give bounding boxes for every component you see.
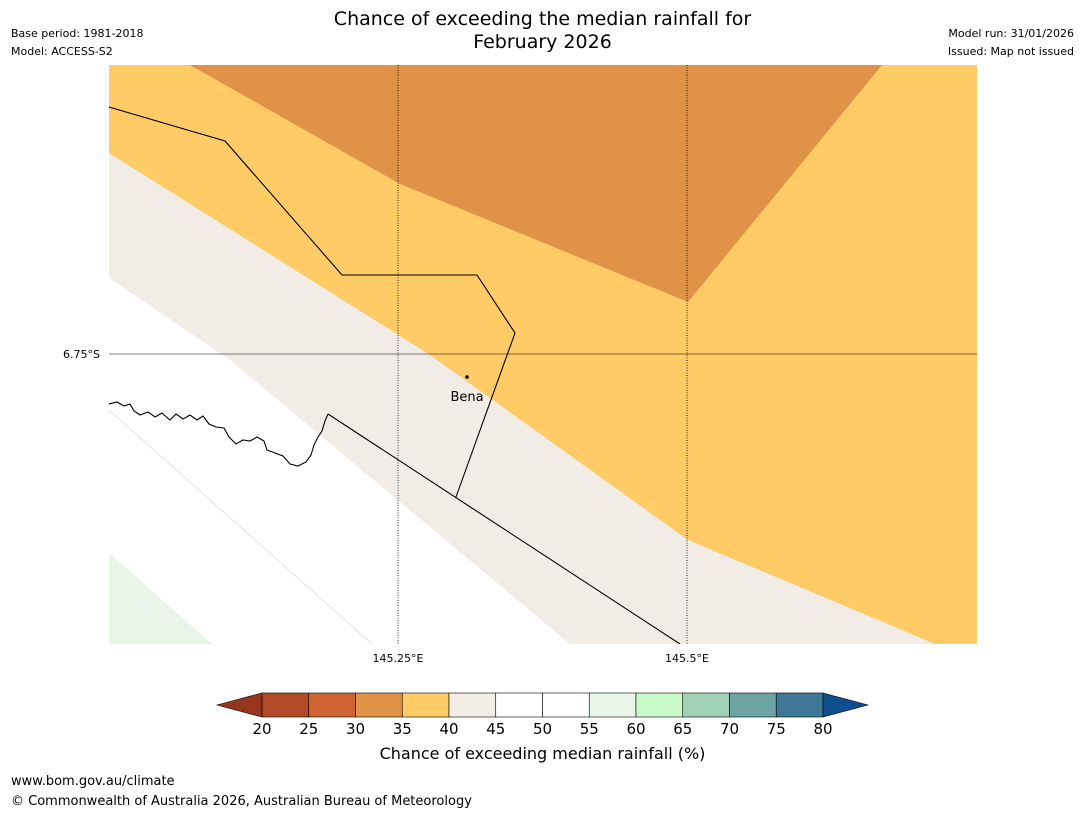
colorbar-label: Chance of exceeding median rainfall (%)	[379, 744, 706, 763]
colorbar-tick-label: 75	[766, 720, 786, 738]
map-area	[109, 65, 977, 644]
model-run: Model run: 31/01/2026	[948, 27, 1074, 40]
issued-status: Issued: Map not issued	[947, 45, 1074, 58]
province-boundary-south	[327, 413, 681, 644]
colorbar-segment	[401, 692, 450, 718]
base-period: Base period: 1981-2018	[11, 27, 144, 40]
colorbar-under-arrow	[215, 692, 263, 718]
title-line-2: February 2026	[473, 31, 612, 53]
colorbar-tick-label: 45	[486, 720, 506, 738]
colorbar-segment	[588, 692, 637, 718]
colorbar-tick-label: 65	[673, 720, 693, 738]
colorbar-segment	[729, 692, 777, 718]
lat-tick-label: 6.75°S	[63, 348, 100, 361]
colorbar-tick-label: 60	[626, 720, 646, 738]
colorbar-tick-label: 30	[345, 720, 366, 738]
colorbar-tick-label: 40	[439, 720, 459, 738]
colorbar-segment	[448, 692, 497, 718]
colorbar-tick-label: 20	[252, 720, 272, 738]
meta-right: Model run: 31/01/2026 Issued: Map not is…	[948, 25, 1074, 61]
colorbar-tick-label: 50	[532, 720, 553, 738]
colorbar-segment	[635, 692, 684, 718]
province-boundary	[109, 106, 516, 498]
contour-line	[109, 409, 373, 644]
colorbar-segment	[775, 692, 824, 718]
region-30-35	[190, 65, 882, 302]
lon-tick-label-2: 145.5°E	[665, 652, 709, 665]
town-marker	[465, 375, 469, 379]
colorbar-tick-label: 80	[813, 720, 833, 738]
colorbar-tick-label: 35	[392, 720, 412, 738]
footer-url[interactable]: www.bom.gov.au/climate	[11, 774, 175, 789]
colorbar	[215, 692, 870, 718]
colorbar-segment	[308, 692, 356, 718]
colorbar-segment	[261, 692, 310, 718]
colorbar-segment	[355, 692, 403, 718]
map-title: Chance of exceeding the median rainfall …	[0, 8, 1085, 54]
colorbar-segment	[682, 692, 730, 718]
region-55-60	[109, 553, 212, 644]
colorbar-tick-label: 70	[719, 720, 740, 738]
colorbar-over-arrow	[822, 692, 870, 718]
colorbar-segment	[542, 692, 590, 718]
river-line	[109, 401, 329, 467]
model-name: Model: ACCESS-S2	[11, 45, 113, 58]
colorbar-segment	[495, 692, 543, 718]
meta-left: Base period: 1981-2018 Model: ACCESS-S2	[11, 25, 143, 61]
title-line-1: Chance of exceeding the median rainfall …	[333, 8, 752, 30]
colorbar-tick-label: 25	[299, 720, 319, 738]
colorbar-tick-label: 55	[579, 720, 599, 738]
footer-copyright: © Commonwealth of Australia 2026, Austra…	[11, 794, 472, 809]
town-label: Bena	[450, 390, 483, 405]
lon-tick-label-1: 145.25°E	[373, 652, 424, 665]
